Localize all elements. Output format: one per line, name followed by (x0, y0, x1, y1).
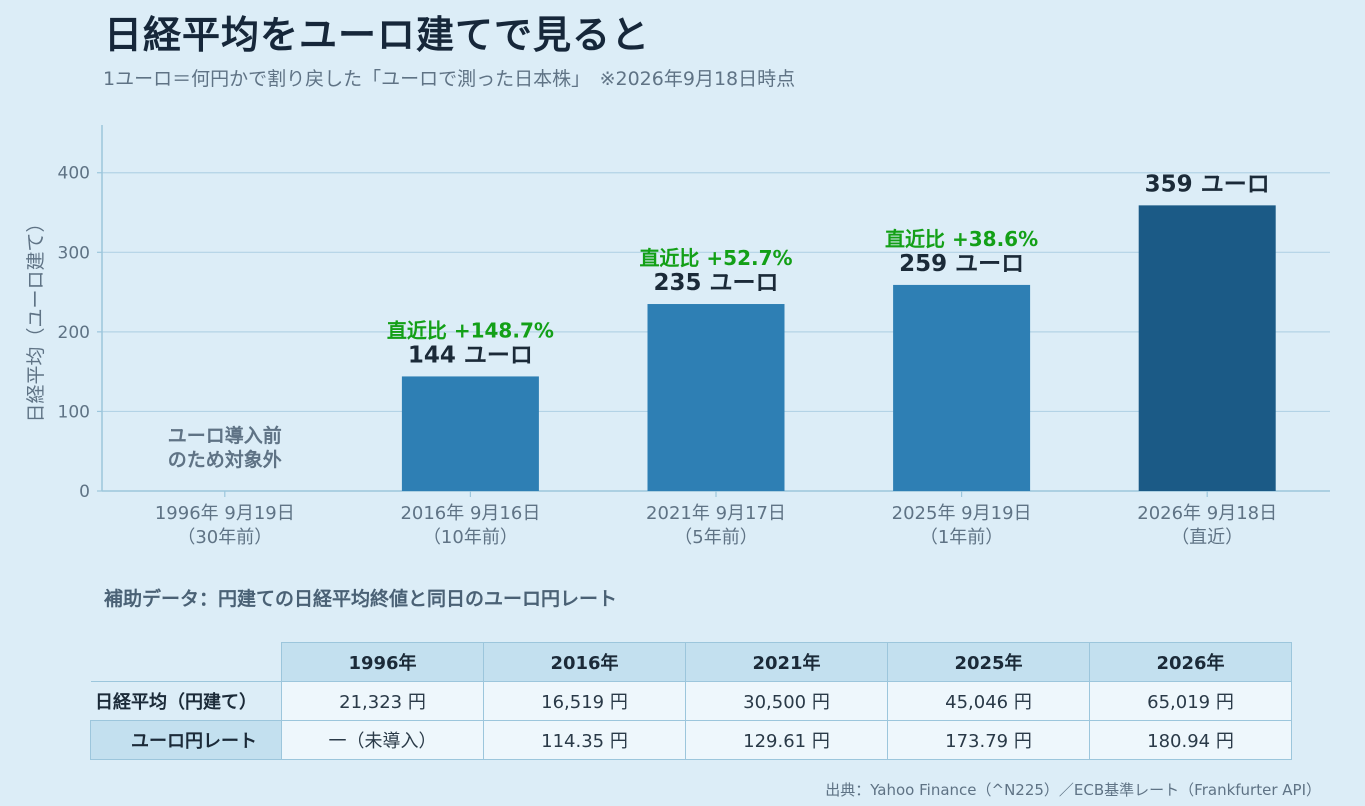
y-tick-label: 0 (79, 482, 90, 502)
table-cell: 16,519 円 (483, 681, 686, 721)
bar (893, 284, 1031, 491)
table-col-header: 2021年 (685, 642, 888, 682)
table-row-header: ユーロ円レート (90, 720, 282, 760)
table-cell: 21,323 円 (281, 681, 484, 721)
x-tick-label: 2016年 9月16日 (400, 503, 540, 524)
x-tick-note: （10年前） (423, 527, 518, 548)
x-tick-label: 2026年 9月18日 (1137, 503, 1277, 524)
table-cell: 129.61 円 (685, 720, 888, 760)
bar-value-label: 144 ユーロ (408, 342, 533, 368)
x-tick-note: （直近） (1171, 527, 1243, 548)
table-cell: 65,019 円 (1089, 681, 1292, 721)
source-note: 出典：Yahoo Finance（^N225）／ECB基準レート（Frankfu… (825, 781, 1321, 799)
table-cell: 45,046 円 (887, 681, 1090, 721)
bar-value-label: 259 ユーロ (899, 251, 1024, 277)
x-tick-note: （5年前） (674, 527, 757, 548)
x-tick-label: 2021年 9月17日 (646, 503, 786, 524)
x-tick-note: （30年前） (177, 527, 272, 548)
growth-label: 直近比 +148.7% (387, 318, 554, 342)
table-row-header: 日経平均（円建て） (90, 681, 282, 721)
na-label: ユーロ導入前 (168, 424, 282, 447)
table-col-header: 2025年 (887, 642, 1090, 682)
table-row-nikkei: 日経平均（円建て） 21,323 円 16,519 円 30,500 円 45,… (90, 681, 1292, 721)
growth-label: 直近比 +52.7% (639, 246, 792, 270)
y-tick-label: 400 (58, 164, 90, 184)
x-tick-note: （1年前） (920, 527, 1003, 548)
bar (1138, 205, 1276, 491)
y-tick-label: 100 (58, 402, 90, 422)
table-row-eurjpy: ユーロ円レート 一（未導入） 114.35 円 129.61 円 173.79 … (90, 720, 1292, 760)
table-cell: 30,500 円 (685, 681, 888, 721)
bar (647, 304, 785, 491)
table-col-header: 2016年 (483, 642, 686, 682)
growth-label: 直近比 +38.6% (885, 227, 1038, 251)
bar-value-label: 359 ユーロ (1145, 171, 1270, 197)
chart-title: 日経平均をユーロ建てで見ると (104, 13, 651, 57)
table-cell: 173.79 円 (887, 720, 1090, 760)
y-axis-label: 日経平均（ユーロ建て） (25, 213, 47, 422)
chart-subtitle: 1ユーロ＝何円かで割り戻した「ユーロで測った日本株」 ※2026年9月18日時点 (103, 68, 796, 90)
y-tick-label: 300 (58, 243, 90, 263)
aux-data-table: 1996年 2016年 2021年 2025年 2026年 日経平均（円建て） … (90, 642, 1292, 760)
table-cell: 180.94 円 (1089, 720, 1292, 760)
x-tick-label: 2025年 9月19日 (892, 503, 1032, 524)
table-col-header: 1996年 (281, 642, 484, 682)
table-heading: 補助データ：円建ての日経平均終値と同日のユーロ円レート (104, 588, 618, 610)
x-tick-label: 1996年 9月19日 (155, 503, 295, 524)
bar (401, 376, 539, 491)
na-label: のため対象外 (168, 448, 282, 471)
table-cell: 一（未導入） (281, 720, 484, 760)
bar-value-label: 235 ユーロ (653, 270, 778, 296)
bar-chart: 0 100 200 300 400 日経平均（ユーロ建て） 1996年 9月19日 （30年前… (25, 125, 1330, 548)
y-tick-label: 200 (58, 323, 90, 343)
table-col-header: 2026年 (1089, 642, 1292, 682)
table-header-row: 1996年 2016年 2021年 2025年 2026年 (91, 642, 1292, 682)
table-cell: 114.35 円 (483, 720, 686, 760)
table-corner (91, 643, 282, 682)
